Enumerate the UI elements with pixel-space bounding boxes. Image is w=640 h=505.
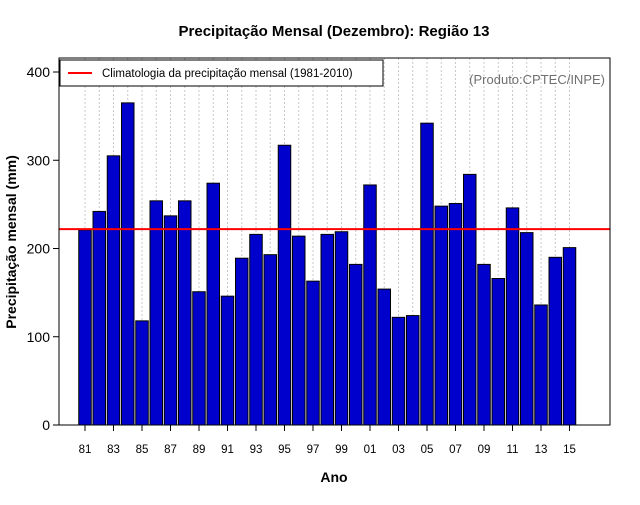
bar-2015 (562, 247, 577, 426)
x-tick-label-97: 97 (307, 444, 320, 456)
bar-1992 (235, 257, 249, 426)
y-tick-label-400: 400 (27, 64, 51, 80)
x-tick-label-13: 13 (535, 444, 548, 456)
bar-1981 (78, 229, 92, 426)
bar-1985 (135, 320, 149, 426)
bar-1991 (220, 295, 235, 426)
bar-2001 (363, 184, 377, 426)
bar-2003 (391, 316, 406, 426)
x-tick-label-85: 85 (136, 444, 149, 456)
y-tick-label-200: 200 (27, 241, 51, 257)
x-tick-label-89: 89 (193, 444, 206, 456)
x-tick-label-99: 99 (335, 444, 348, 456)
bar-2002 (377, 288, 391, 426)
plot-frame (58, 57, 611, 426)
bar-1986 (149, 200, 163, 426)
bar-1990 (206, 182, 220, 426)
bar-2008 (463, 173, 477, 426)
x-tick-label-11: 11 (507, 444, 519, 456)
bar-1997 (306, 280, 320, 426)
y-tick-label-300: 300 (27, 152, 51, 168)
bar-2010 (491, 278, 505, 426)
bar-1999 (334, 231, 349, 426)
bar-1983 (106, 155, 121, 426)
legend-label-climatology: Climatologia da precipitação mensal (198… (102, 68, 353, 80)
x-axis: 81 83 85 87 89 91 93 95 97 99 01 03 05 07 09 11 13 15 (79, 425, 576, 456)
x-tick-label-15: 15 (563, 444, 576, 456)
bar-1995 (277, 144, 292, 426)
bar-1989 (192, 291, 206, 426)
bar-2004 (406, 315, 420, 426)
source-note: (Produto:CPTEC/INPE) (469, 72, 605, 87)
bar-2005 (420, 122, 434, 426)
legend-box (59, 59, 384, 87)
bar-2012 (520, 232, 534, 426)
bar-2007 (448, 202, 463, 426)
y-axis-label: Precipitação mensal (mm) (3, 155, 19, 329)
bar-1987 (163, 215, 178, 426)
bar-2000 (349, 263, 363, 426)
bar-1982 (92, 210, 106, 426)
bar-1993 (249, 233, 263, 426)
x-tick-label-05: 05 (421, 444, 434, 456)
x-tick-label-81: 81 (79, 444, 92, 456)
x-tick-label-03: 03 (392, 444, 405, 456)
x-tick-label-01: 01 (364, 444, 377, 456)
x-axis-label: Ano (320, 469, 347, 485)
legend: Climatologia da precipitação mensal (198… (59, 59, 384, 87)
bar-2009 (477, 263, 491, 426)
x-tick-label-91: 91 (221, 444, 234, 456)
x-tick-label-95: 95 (278, 444, 291, 456)
x-tick-label-93: 93 (250, 444, 263, 456)
bar-2006 (434, 205, 448, 426)
bar-1994 (263, 254, 277, 426)
x-tick-label-07: 07 (449, 444, 462, 456)
bar-1984 (121, 102, 135, 426)
bar-2011 (505, 207, 520, 426)
y-axis: 0 100 200 300 400 (27, 64, 59, 433)
y-tick-label-100: 100 (27, 329, 51, 345)
x-tick-label-09: 09 (478, 444, 491, 456)
chart-title: Precipitação Mensal (Dezembro): Região 1… (179, 23, 490, 40)
bar-2014 (548, 256, 562, 426)
bar-1998 (320, 233, 334, 426)
bar-1996 (292, 235, 306, 426)
bar-1988 (178, 200, 192, 426)
x-tick-label-83: 83 (107, 444, 120, 456)
x-tick-label-87: 87 (164, 444, 177, 456)
bar-2013 (534, 304, 548, 426)
y-tick-label-0: 0 (42, 417, 50, 433)
